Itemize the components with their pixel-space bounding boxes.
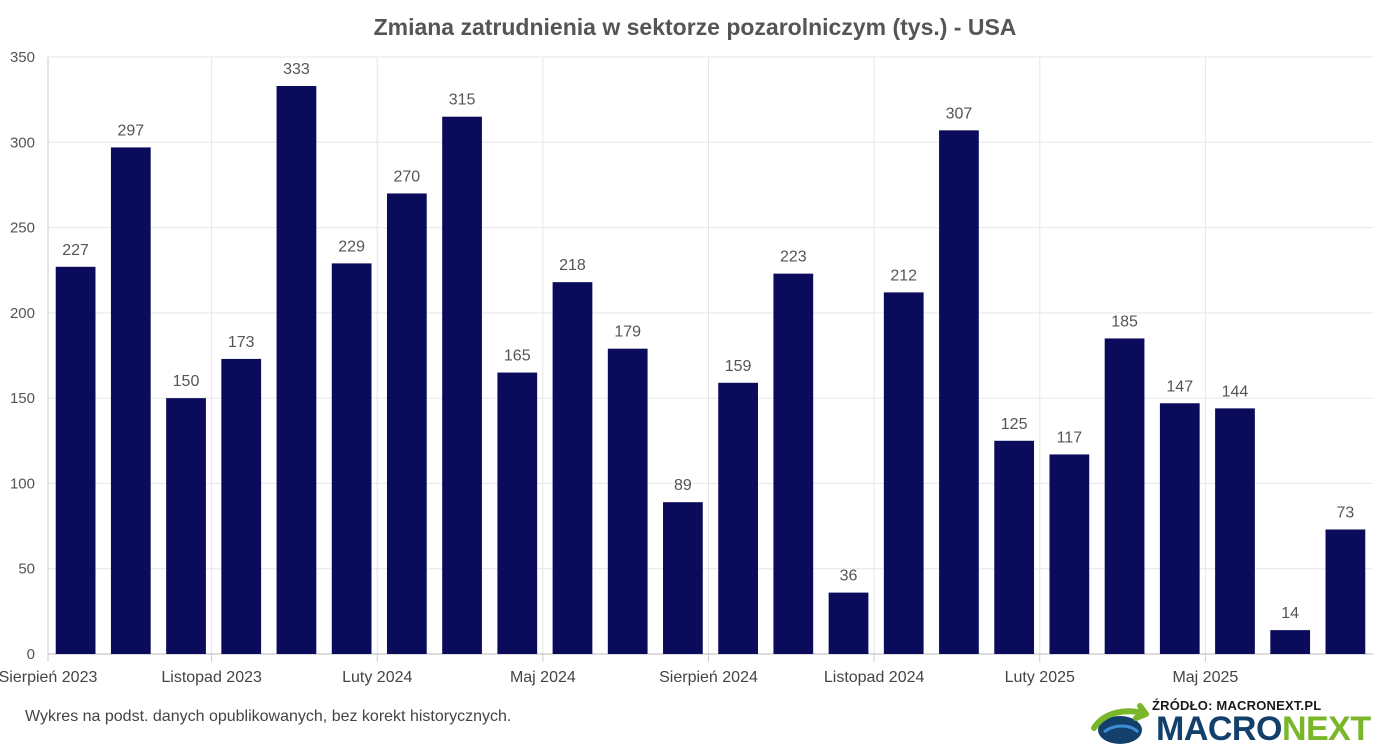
data-label: 89 bbox=[674, 477, 692, 494]
data-label: 144 bbox=[1222, 383, 1249, 400]
data-label: 165 bbox=[504, 348, 531, 365]
source-label: ŹRÓDŁO: MACRONEXT.PL bbox=[1152, 698, 1322, 713]
bar bbox=[773, 273, 814, 654]
bar bbox=[939, 130, 979, 655]
bar-chart: 227 297 150 173 333 229 270 315 165 218 179 89 159 22… bbox=[0, 49, 1373, 686]
x-tick-label: Luty 2025 bbox=[1005, 669, 1075, 686]
data-label: 223 bbox=[780, 249, 807, 266]
bar bbox=[1049, 454, 1090, 654]
data-label: 229 bbox=[338, 238, 365, 255]
data-label: 117 bbox=[1057, 429, 1083, 446]
data-label: 179 bbox=[614, 324, 641, 341]
bar bbox=[552, 282, 593, 654]
bar bbox=[607, 348, 648, 654]
bar bbox=[1159, 403, 1200, 654]
data-label: 159 bbox=[725, 358, 752, 375]
grid-lines bbox=[48, 56, 1373, 654]
y-tick-label: 50 bbox=[18, 561, 35, 578]
bar bbox=[276, 85, 317, 655]
data-label: 185 bbox=[1111, 313, 1138, 330]
bar bbox=[828, 592, 869, 654]
bars bbox=[55, 85, 1366, 655]
bar bbox=[1215, 408, 1255, 654]
bar bbox=[331, 263, 372, 654]
data-label: 333 bbox=[283, 61, 310, 78]
y-tick-label: 350 bbox=[10, 49, 35, 66]
y-tick-label: 300 bbox=[10, 134, 35, 151]
bar bbox=[1104, 338, 1145, 654]
y-tick-labels: 0 50 100 150 200 250 300 350 bbox=[10, 49, 35, 663]
bar bbox=[1325, 529, 1366, 654]
x-tick-label: Listopad 2024 bbox=[824, 669, 925, 686]
chart-title: Zmiana zatrudnienia w sektorze pozarolni… bbox=[373, 14, 1017, 40]
y-tick-label: 150 bbox=[10, 390, 35, 407]
macronext-logo: ŹRÓDŁO: MACRONEXT.PL MACRONEXT bbox=[1090, 698, 1380, 750]
y-tick-label: 200 bbox=[10, 305, 35, 322]
bar bbox=[497, 372, 538, 654]
x-tick-label: Listopad 2023 bbox=[161, 669, 262, 686]
data-label: 147 bbox=[1166, 378, 1193, 395]
bar bbox=[718, 382, 758, 654]
bar bbox=[386, 193, 427, 654]
data-label: 307 bbox=[946, 105, 973, 122]
logo-word-next: NEXT bbox=[1281, 710, 1371, 748]
data-labels: 227 297 150 173 333 229 270 315 165 218 179 89 159 22… bbox=[62, 61, 1354, 622]
x-tick-labels: Sierpień 2023 Listopad 2023 Luty 2024 Maj 2… bbox=[0, 669, 1238, 686]
data-label: 73 bbox=[1336, 504, 1354, 521]
data-label: 173 bbox=[228, 334, 255, 351]
bar bbox=[166, 398, 206, 654]
axes bbox=[47, 57, 1373, 662]
x-tick-label: Luty 2024 bbox=[342, 669, 412, 686]
x-tick-label: Sierpień 2023 bbox=[0, 669, 97, 686]
bar bbox=[994, 440, 1035, 654]
data-label: 150 bbox=[173, 373, 200, 390]
bar bbox=[663, 502, 703, 654]
data-label: 125 bbox=[1001, 416, 1028, 433]
footnote: Wykres na podst. danych opublikowanych, … bbox=[25, 708, 512, 725]
y-tick-label: 250 bbox=[10, 220, 35, 237]
data-label: 36 bbox=[840, 568, 858, 585]
data-label: 227 bbox=[62, 242, 89, 259]
data-label: 212 bbox=[890, 267, 917, 284]
bar bbox=[110, 147, 151, 654]
bar bbox=[1270, 630, 1311, 654]
x-tick-label: Maj 2024 bbox=[510, 669, 576, 686]
x-tick-label: Sierpień 2024 bbox=[659, 669, 758, 686]
bar bbox=[55, 266, 96, 654]
data-label: 14 bbox=[1281, 605, 1299, 622]
bar bbox=[442, 116, 482, 654]
logo-word-macro: MACRO bbox=[1156, 710, 1282, 748]
data-label: 270 bbox=[394, 168, 421, 185]
y-tick-label: 0 bbox=[27, 646, 35, 663]
data-label: 218 bbox=[559, 257, 586, 274]
data-label: 297 bbox=[117, 122, 144, 139]
x-tick-label: Maj 2025 bbox=[1172, 669, 1238, 686]
globe-arrow-icon bbox=[1091, 703, 1149, 744]
bar bbox=[883, 292, 924, 654]
bar bbox=[221, 358, 262, 654]
y-tick-label: 100 bbox=[10, 475, 35, 492]
data-label: 315 bbox=[449, 92, 476, 109]
logo-wordmark: MACRONEXT bbox=[1156, 710, 1371, 748]
